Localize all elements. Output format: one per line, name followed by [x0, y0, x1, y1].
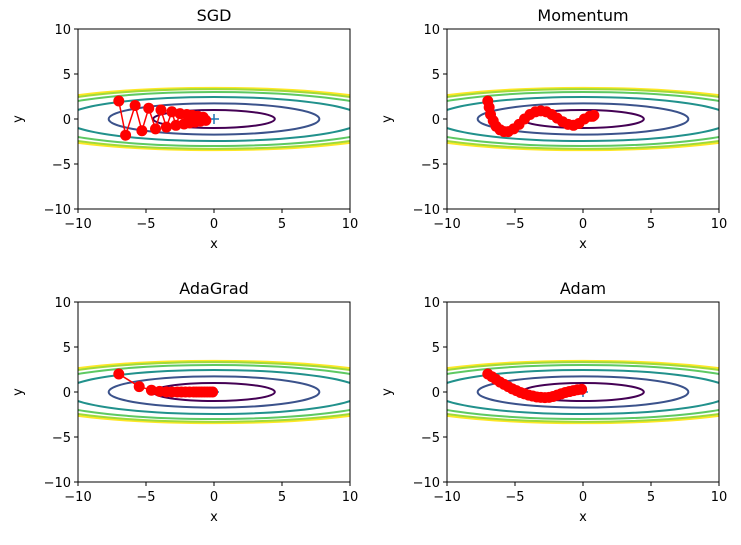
x-axis-label: x: [579, 237, 587, 252]
y-tick-label: −5: [421, 158, 440, 173]
x-tick-label: 10: [711, 217, 728, 232]
contour-lines: [78, 86, 350, 152]
x-tick-label: −5: [505, 217, 524, 232]
y-tick-label: 0: [432, 113, 440, 128]
x-tick-label: 10: [342, 490, 359, 505]
path-point: [129, 100, 141, 111]
contour-level-11: [447, 88, 719, 150]
contour-level-3: [476, 375, 690, 409]
subplot-title: AdaGrad: [179, 279, 249, 298]
x-tick-label: −10: [433, 217, 460, 232]
contour-level-9: [78, 364, 350, 420]
y-tick-label: −10: [44, 203, 71, 218]
y-tick-label: 0: [63, 386, 71, 401]
contour-level-3: [476, 102, 690, 136]
y-tick-label: 5: [432, 341, 440, 356]
contour-lines: [78, 359, 350, 425]
contour-level-12: [78, 86, 350, 152]
contour-lines: [447, 359, 719, 425]
path-point: [113, 368, 125, 380]
x-tick-label: 0: [579, 490, 587, 505]
y-tick-label: 10: [54, 296, 71, 311]
contour-level-6: [447, 368, 719, 416]
path-point: [587, 110, 599, 122]
x-tick-label: 0: [210, 490, 218, 505]
y-tick-label: 5: [432, 68, 440, 83]
contour-level-9: [78, 91, 350, 147]
contour-level-12: [447, 359, 719, 425]
contour-level-9: [447, 91, 719, 147]
y-tick-label: −5: [52, 431, 71, 446]
path-point: [170, 119, 182, 131]
path-point: [200, 114, 212, 126]
contour-level-3: [107, 375, 321, 409]
y-axis-label: y: [11, 115, 26, 123]
x-axis-label: x: [210, 510, 218, 525]
y-tick-label: −10: [413, 476, 440, 491]
subplot-title: SGD: [197, 6, 232, 25]
path-point: [143, 102, 155, 114]
y-tick-label: −5: [421, 431, 440, 446]
x-tick-label: 5: [647, 490, 655, 505]
subplot-sgd: −10 −5 0 5 10 −10 −5 0 5 10 SGD x y: [11, 6, 359, 252]
contour-level-11: [447, 361, 719, 423]
y-tick-label: 10: [423, 296, 440, 311]
contour-level-9: [447, 364, 719, 420]
contour-level-11: [78, 88, 350, 150]
contour-level-11: [78, 361, 350, 423]
x-tick-label: −5: [505, 490, 524, 505]
x-axis-label: x: [579, 510, 587, 525]
path-point: [136, 125, 148, 137]
x-tick-label: −10: [433, 490, 460, 505]
x-tick-label: 5: [278, 490, 286, 505]
contour-level-6: [447, 95, 719, 143]
path-point: [133, 381, 145, 393]
path-point: [207, 386, 219, 398]
y-tick-label: 5: [63, 68, 71, 83]
y-tick-label: −5: [52, 158, 71, 173]
path-point: [145, 384, 157, 396]
x-tick-label: 0: [210, 217, 218, 232]
x-tick-label: −10: [64, 217, 91, 232]
y-tick-label: −10: [44, 476, 71, 491]
y-axis-label: y: [380, 388, 395, 396]
path-point: [150, 123, 162, 135]
path-point: [576, 383, 588, 395]
y-tick-label: 0: [432, 386, 440, 401]
x-tick-label: 0: [579, 217, 587, 232]
contour-level-1: [152, 109, 276, 129]
subplot-adam: −10 −5 0 5 10 −10 −5 0 5 10 Adam x y: [380, 279, 728, 525]
y-tick-label: 10: [54, 23, 71, 38]
y-tick-label: 5: [63, 341, 71, 356]
path-point: [120, 129, 132, 141]
x-tick-label: 5: [278, 217, 286, 232]
contour-lines: [447, 86, 719, 152]
y-axis-label: y: [380, 115, 395, 123]
x-tick-label: −10: [64, 490, 91, 505]
path-point: [113, 95, 125, 107]
path-point: [160, 121, 172, 133]
y-axis-label: y: [11, 388, 26, 396]
x-tick-label: −5: [136, 490, 155, 505]
y-tick-label: 10: [423, 23, 440, 38]
contour-level-6: [78, 368, 350, 416]
y-tick-label: −10: [413, 203, 440, 218]
contour-level-12: [447, 86, 719, 152]
x-tick-label: 10: [342, 217, 359, 232]
path-point: [155, 104, 167, 116]
contour-level-6: [78, 95, 350, 143]
x-tick-label: −5: [136, 217, 155, 232]
contour-level-3: [107, 102, 321, 136]
subplot-adagrad: −10 −5 0 5 10 −10 −5 0 5 10 AdaGrad x y: [11, 279, 359, 525]
contour-level-12: [78, 359, 350, 425]
x-axis-label: x: [210, 237, 218, 252]
subplot-title: Momentum: [537, 6, 628, 25]
x-tick-label: 5: [647, 217, 655, 232]
subplot-momentum: −10 −5 0 5 10 −10 −5 0 5 10 Momentum x y: [380, 6, 728, 252]
y-tick-label: 0: [63, 113, 71, 128]
x-tick-label: 10: [711, 490, 728, 505]
subplot-title: Adam: [560, 279, 606, 298]
